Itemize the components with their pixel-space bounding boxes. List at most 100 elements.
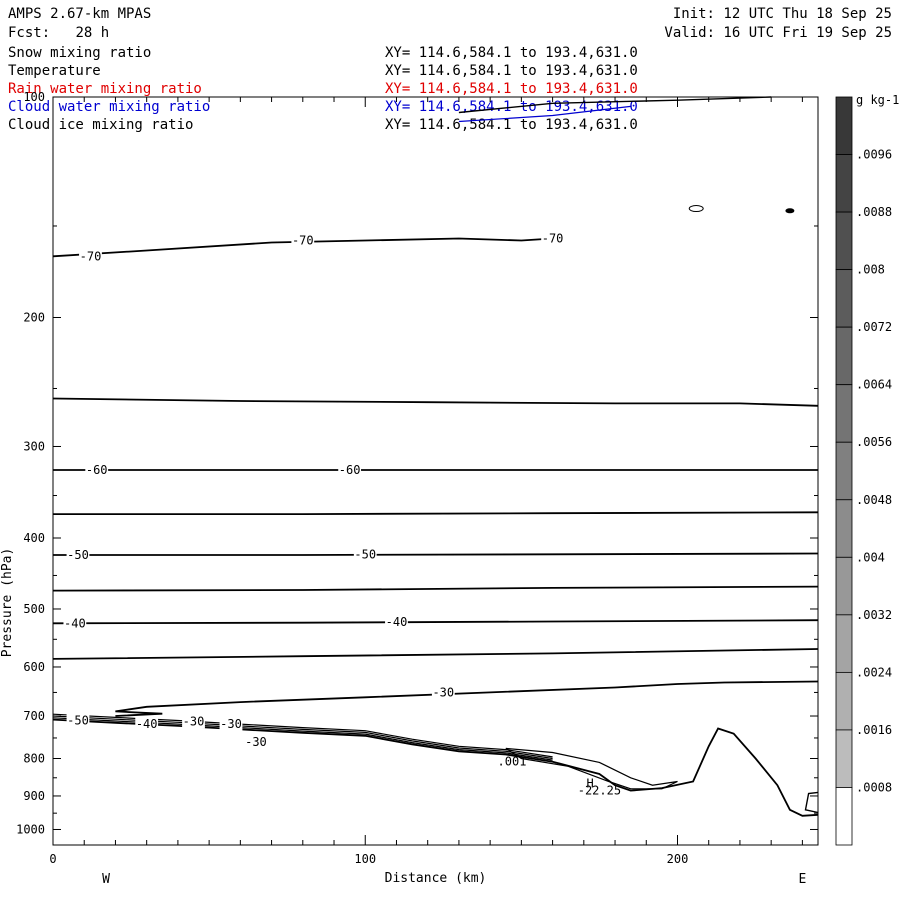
x-tick-label: 200	[667, 852, 689, 866]
y-tick-label: 400	[23, 531, 45, 545]
contour-label: -60	[339, 463, 361, 477]
contour-label: -40	[136, 717, 158, 731]
init-time: Init: 12 UTC Thu 18 Sep 25	[672, 6, 892, 22]
contour-label-bg	[85, 462, 109, 477]
contour-label-bg	[353, 547, 377, 562]
contour-label-bg	[541, 231, 564, 246]
contour-blob	[688, 205, 704, 213]
colorbar-bin	[835, 729, 853, 788]
temperature-contour-35	[52, 648, 819, 660]
contour-label-bg	[431, 685, 455, 700]
colorbar-tick-label: .0072	[856, 320, 892, 334]
legend-range-0: XY= 114.6,584.1 to 193.4,631.0	[385, 45, 638, 61]
temperature-contour-70	[52, 237, 553, 258]
colorbar-tick-label: .0096	[856, 148, 892, 162]
colorbar-bin	[835, 614, 853, 673]
contour-label-bg	[63, 616, 87, 631]
y-tick-label: 200	[23, 310, 45, 324]
colorbar-tick-label: .004	[856, 550, 885, 564]
temperature-contour-40	[52, 619, 819, 625]
legend-field-4: Cloud ice mixing ratio	[8, 117, 194, 133]
colorbar-tick-label: .0032	[856, 608, 892, 622]
contour-label-bg	[219, 717, 243, 732]
direction-west: W	[102, 872, 110, 887]
y-tick-label: 900	[23, 789, 45, 803]
colorbar-bin	[835, 154, 853, 213]
contour-label-bg	[79, 249, 102, 264]
y-tick-label: 500	[23, 602, 45, 616]
legend-range-4: XY= 114.6,584.1 to 193.4,631.0	[385, 117, 638, 133]
colorbar-tick-label: .0008	[856, 780, 892, 794]
contour-label: -50	[354, 547, 376, 561]
edge-contour	[804, 791, 819, 814]
legend-field-3: Cloud water mixing ratio	[8, 99, 211, 115]
colorbar-tick-label: .0088	[856, 205, 892, 219]
contour-label: -30	[432, 685, 454, 699]
forecast-label: Fcst: 28 h	[8, 24, 109, 42]
legend-field-2: Rain water mixing ratio	[8, 81, 202, 97]
x-axis-title: Distance (km)	[385, 871, 487, 886]
legend-range-2: XY= 114.6,584.1 to 193.4,631.0	[385, 81, 638, 97]
legend-range-3: XY= 114.6,584.1 to 193.4,631.0	[385, 99, 638, 115]
contour-label-bg	[66, 548, 90, 563]
y-tick-label: 300	[23, 439, 45, 453]
temperature-contour-45	[52, 585, 819, 592]
x-tick-label: 100	[354, 852, 376, 866]
snow-contour-label: .001	[498, 755, 527, 769]
colorbar-tick-label: .0016	[856, 723, 892, 737]
contour-label: -70	[542, 231, 564, 245]
contour-blob	[785, 208, 795, 214]
snow-contour	[505, 747, 678, 790]
y-tick-label: 700	[23, 709, 45, 723]
y-tick-label: 800	[23, 751, 45, 765]
colorbar-bin	[835, 441, 853, 501]
terrain-surface-line	[52, 718, 819, 817]
plot-frame	[52, 96, 819, 846]
colorbar-bin	[835, 787, 853, 846]
colorbar-unit: g kg-1	[856, 93, 899, 107]
colorbar-bin	[835, 499, 853, 558]
colorbar-tick-label: .008	[856, 263, 885, 277]
max-marker-h: H	[586, 776, 593, 790]
y-tick-label: 100	[23, 90, 45, 104]
colorbar-bin	[835, 326, 853, 386]
contour-label-bg	[135, 717, 159, 732]
colorbar-tick-label: .0056	[856, 435, 892, 449]
cloud-ice-contour	[458, 96, 772, 114]
temperature-contour-30	[115, 680, 819, 717]
colorbar-bin	[835, 211, 853, 271]
contour-label: -40	[64, 616, 86, 630]
contour-label: -30	[220, 717, 242, 731]
colorbar-bin	[835, 556, 853, 616]
colorbar-tick-label: .0064	[856, 378, 892, 392]
contour-label-bg	[385, 615, 408, 630]
y-axis-title: Pressure (hPa)	[0, 548, 15, 658]
temperature-contour-50	[53, 552, 819, 556]
contour-label-bg	[182, 714, 205, 729]
colorbar-bin	[835, 384, 853, 443]
max-marker-value: -22.25	[578, 783, 621, 797]
forecast-label-text: Fcst:	[8, 25, 51, 41]
valid-time: Valid: 16 UTC Fri 19 Sep 25	[664, 25, 892, 41]
contour-label: -70	[80, 249, 102, 263]
contour-label: -50	[67, 548, 89, 562]
contour-label-bg	[244, 735, 268, 750]
legend-range-1: XY= 114.6,584.1 to 193.4,631.0	[385, 63, 638, 79]
temperature-contour-55	[53, 511, 819, 515]
y-tick-label: 1000	[16, 822, 45, 836]
contour-label: -30	[183, 714, 205, 728]
contour-label-bg	[66, 713, 90, 728]
x-tick-label: 0	[49, 852, 56, 866]
model-title: AMPS 2.67-km MPAS	[8, 6, 152, 22]
legend-field-0: Snow mixing ratio	[8, 45, 152, 61]
forecast-hours: 28 h	[75, 25, 110, 41]
colorbar-bin	[835, 96, 853, 155]
cloud-water-contour	[458, 105, 631, 123]
contour-label: -50	[67, 714, 89, 728]
colorbar-tick-label: .0048	[856, 493, 892, 507]
direction-east: E	[798, 872, 806, 887]
colorbar-tick-label: .0024	[856, 665, 892, 679]
temperature-contour-65	[52, 397, 819, 407]
contour-label: -30	[245, 735, 267, 749]
colorbar-bin	[835, 269, 853, 328]
